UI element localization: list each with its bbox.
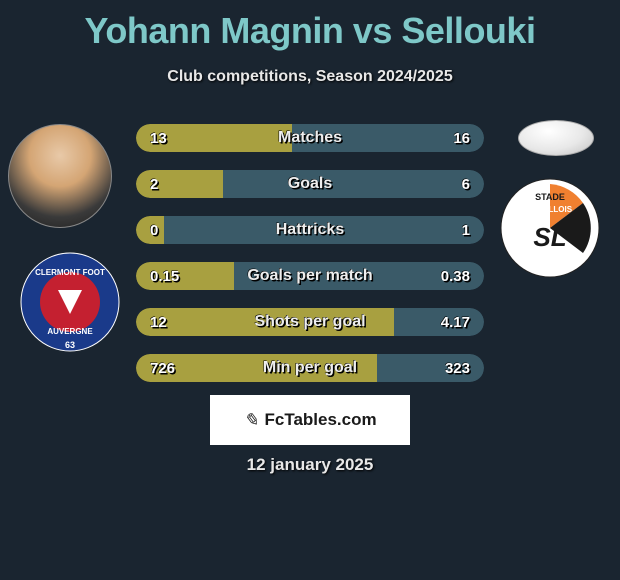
- stats-bars-container: 1316Matches26Goals01Hattricks0.150.38Goa…: [136, 124, 484, 400]
- watermark: ✎ FcTables.com: [210, 395, 410, 445]
- stat-value-right: 1: [462, 216, 470, 244]
- player-left-avatar: [8, 124, 112, 228]
- svg-text:LAVALLOIS: LAVALLOIS: [528, 205, 573, 214]
- stat-value-right: 0.38: [441, 262, 470, 290]
- stat-value-right: 6: [462, 170, 470, 198]
- stat-value-left: 12: [150, 308, 167, 336]
- stat-value-right: 4.17: [441, 308, 470, 336]
- stat-row: 726323Min per goal: [136, 354, 484, 382]
- watermark-text: FcTables.com: [264, 410, 376, 430]
- stat-value-right: 323: [445, 354, 470, 382]
- bar-right-segment: [164, 216, 484, 244]
- bar-right-segment: [223, 170, 484, 198]
- player-right-avatar: [518, 120, 594, 156]
- bar-right-segment: [394, 308, 484, 336]
- stat-row: 0.150.38Goals per match: [136, 262, 484, 290]
- stat-value-right: 16: [453, 124, 470, 152]
- svg-text:STADE: STADE: [535, 192, 565, 202]
- club-left-logo: CLERMONT FOOT AUVERGNE 63: [20, 252, 120, 352]
- page-title: Yohann Magnin vs Sellouki: [0, 0, 620, 52]
- club-right-logo: STADE LAVALLOIS SL: [500, 178, 600, 278]
- stat-value-left: 0: [150, 216, 158, 244]
- svg-text:CLERMONT FOOT: CLERMONT FOOT: [35, 268, 105, 277]
- stat-row: 26Goals: [136, 170, 484, 198]
- stat-value-left: 0.15: [150, 262, 179, 290]
- stat-value-left: 13: [150, 124, 167, 152]
- date-label: 12 january 2025: [0, 455, 620, 475]
- club-right-badge: STADE LAVALLOIS SL: [500, 178, 600, 278]
- stat-row: 1316Matches: [136, 124, 484, 152]
- stat-value-left: 2: [150, 170, 158, 198]
- subtitle: Club competitions, Season 2024/2025: [0, 68, 620, 86]
- svg-text:AUVERGNE: AUVERGNE: [47, 327, 93, 336]
- svg-text:63: 63: [65, 340, 75, 350]
- stat-row: 124.17Shots per goal: [136, 308, 484, 336]
- svg-text:SL: SL: [533, 222, 566, 252]
- stat-row: 01Hattricks: [136, 216, 484, 244]
- club-left-badge: CLERMONT FOOT AUVERGNE 63: [20, 252, 120, 352]
- watermark-icon: ✎: [243, 410, 258, 431]
- stat-value-left: 726: [150, 354, 175, 382]
- bar-left-segment: [136, 308, 394, 336]
